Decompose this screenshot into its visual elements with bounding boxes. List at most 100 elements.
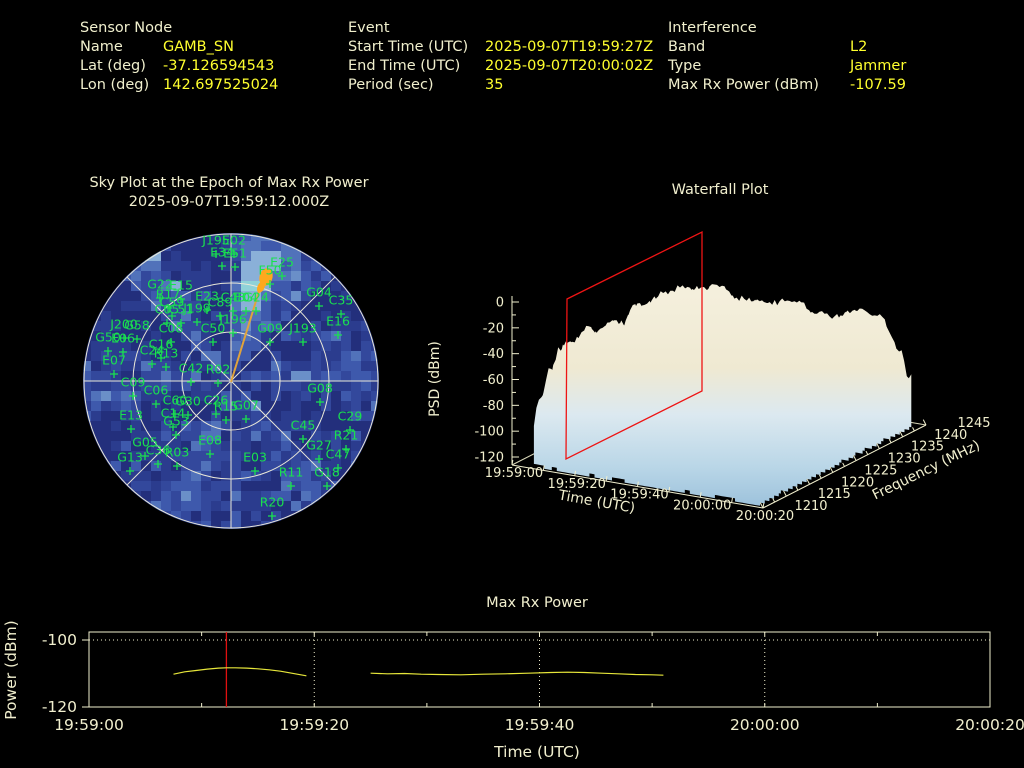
- sky-heatmap-cell: [161, 281, 171, 291]
- satellite-label: E04: [234, 290, 258, 305]
- satellite-label: C48: [221, 290, 246, 305]
- sky-heatmap-cell: [221, 471, 231, 481]
- sky-heatmap-cell: [151, 241, 161, 251]
- field-row: Max Rx Power (dBm) -107.59: [668, 76, 906, 95]
- sky-heatmap-cell: [261, 261, 271, 271]
- sky-heatmap-cell: [301, 481, 311, 491]
- sky-heatmap-cell: [191, 381, 201, 391]
- sky-heatmap-cell: [261, 291, 271, 301]
- sky-heatmap-cell: [341, 361, 351, 371]
- sky-heatmap-cell: [281, 411, 291, 421]
- sky-heatmap-cell: [351, 311, 361, 321]
- epoch-plane: [565, 230, 703, 461]
- sky-heatmap-cell: [321, 331, 331, 341]
- sky-heatmap-cell: [281, 391, 291, 401]
- sky-heatmap-cell: [201, 441, 211, 451]
- sky-heatmap-cell: [141, 261, 151, 271]
- sky-heatmap-cell: [121, 491, 131, 501]
- sky-heatmap-cell: [251, 391, 261, 401]
- sky-heatmap-cell: [291, 291, 301, 301]
- sky-heatmap-cell: [171, 341, 181, 351]
- sky-heatmap-cell: [351, 321, 361, 331]
- sky-heatmap-cell: [171, 411, 181, 421]
- sky-heatmap-cell: [271, 351, 281, 361]
- sky-heatmap-cell: [281, 461, 291, 471]
- satellite-label: G05: [132, 435, 158, 450]
- satellite-label: C36: [146, 443, 171, 458]
- sky-heatmap-cell: [151, 271, 161, 281]
- sky-heatmap-cell: [181, 481, 191, 491]
- sky-heatmap-cell: [91, 451, 101, 461]
- sky-heatmap-cell: [351, 471, 361, 481]
- satellite-label: R02: [206, 362, 231, 377]
- sky-heatmap-cell: [231, 391, 241, 401]
- sky-heatmap-cell: [171, 291, 181, 301]
- sky-heatmap-cell: [271, 371, 281, 381]
- sky-heatmap-cell: [311, 331, 321, 341]
- freq-tick: [865, 450, 869, 455]
- sky-heatmap-cell: [231, 521, 241, 529]
- sky-heatmap-cell: [161, 451, 171, 461]
- psd-tick-label: 0: [496, 296, 504, 311]
- sky-heatmap-cell: [271, 241, 281, 251]
- sky-heatmap-cell: [181, 361, 191, 371]
- sky-heatmap-cell: [191, 311, 201, 321]
- sky-heatmap-cell: [191, 401, 201, 411]
- sky-heatmap-cell: [251, 491, 261, 501]
- satellite-label: F50: [258, 263, 281, 278]
- sky-heatmap-cell: [301, 501, 311, 511]
- sky-heatmap-cell: [151, 421, 161, 431]
- sky-heatmap-cell: [261, 281, 271, 291]
- sky-heatmap-cell: [191, 291, 201, 301]
- sky-heatmap-cell: [331, 491, 341, 501]
- satellite-cross-marker: [334, 464, 342, 472]
- sky-heatmap-cell: [91, 401, 101, 411]
- satellite-cross-marker: [242, 307, 250, 315]
- sky-heatmap-cell: [241, 311, 251, 321]
- field-value: Jammer: [850, 58, 907, 74]
- sky-heatmap-cell: [281, 233, 291, 241]
- satellite-cross-marker: [299, 338, 307, 346]
- sky-heatmap-cell: [221, 451, 231, 461]
- time-tick-label: 20:00:00: [673, 498, 731, 513]
- sky-heatmap-cell: [321, 321, 331, 331]
- sky-heatmap-cell: [151, 511, 161, 521]
- sky-heatmap-cell: [191, 321, 201, 331]
- psd-tick-label: -60: [483, 373, 504, 388]
- waterfall-z-label: PSD (dBm): [427, 341, 443, 417]
- sky-heatmap-cell: [211, 301, 221, 311]
- sky-heatmap-cell: [241, 261, 251, 271]
- sky-heatmap-cell: [83, 431, 91, 441]
- sky-heatmap-cell: [111, 301, 121, 311]
- satellite-cross-marker: [212, 410, 220, 418]
- sky-heatmap-cell: [301, 461, 311, 471]
- satellite-label: E13: [119, 408, 143, 423]
- psd-tick-label: -40: [483, 347, 504, 362]
- sky-heatmap-cell: [291, 341, 301, 351]
- x-tick-label: 20:00:00: [730, 716, 800, 734]
- sky-heatmap-cell: [341, 411, 351, 421]
- sky-heatmap-cell: [201, 341, 211, 351]
- surface-slice: [735, 470, 761, 506]
- sky-heatmap-cell: [321, 501, 331, 511]
- sky-heatmap-cell: [171, 261, 181, 271]
- sky-heatmap-cell: [281, 351, 291, 361]
- satellite-cross-marker: [342, 445, 350, 453]
- x-tick-label: 19:59:40: [505, 716, 575, 734]
- satellite-cross-marker: [206, 450, 214, 458]
- sky-heatmap-cell: [101, 341, 111, 351]
- sky-heatmap-cell: [261, 461, 271, 471]
- sky-heatmap-cell: [271, 471, 281, 481]
- sky-heatmap-cell: [261, 421, 271, 431]
- sky-heatmap-cell: [171, 391, 181, 401]
- sky-heatmap-cell: [291, 361, 301, 371]
- x-tick-label: 19:59:20: [279, 716, 349, 734]
- sky-heatmap-cell: [361, 411, 371, 421]
- sky-heatmap-cell: [231, 411, 241, 421]
- sky-heatmap-cell: [351, 341, 361, 351]
- sky-heatmap-cell: [131, 441, 141, 451]
- sky-heatmap-cell: [311, 451, 321, 461]
- sky-heatmap-cell: [241, 321, 251, 331]
- sky-heatmap-cell: [211, 381, 221, 391]
- sky-heatmap-cell: [251, 461, 261, 471]
